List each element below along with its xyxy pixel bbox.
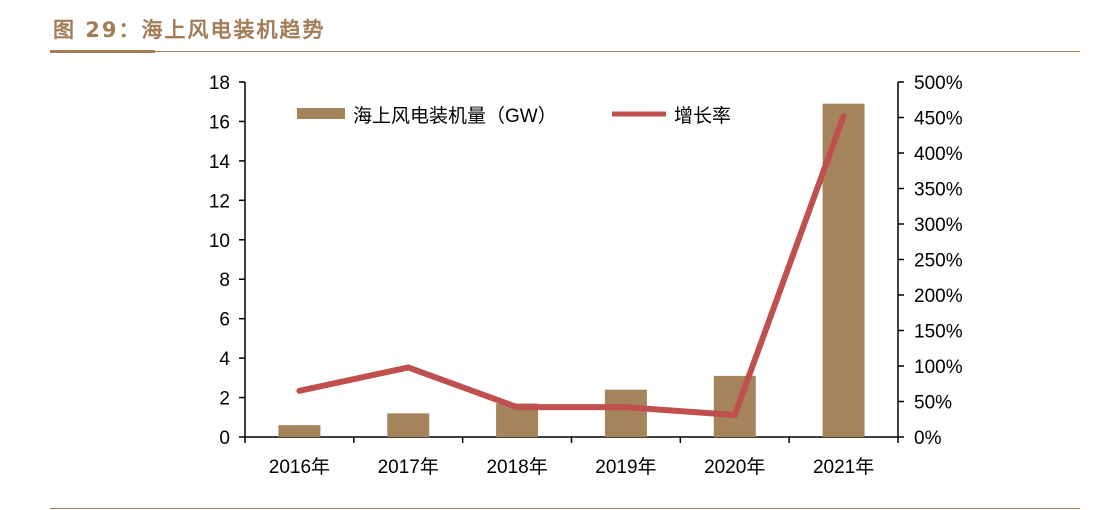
left-tick-label: 4 bbox=[219, 349, 230, 370]
right-tick-label: 100% bbox=[914, 357, 963, 378]
right-tick-label: 300% bbox=[914, 215, 963, 236]
left-tick-label: 6 bbox=[219, 310, 230, 331]
left-tick-label: 8 bbox=[219, 270, 230, 291]
title-rule-accent bbox=[50, 50, 155, 53]
left-tick-label: 0 bbox=[219, 428, 230, 449]
right-tick-label: 450% bbox=[914, 109, 963, 130]
right-tick-label: 250% bbox=[914, 251, 963, 272]
bottom-rule bbox=[50, 508, 1080, 509]
legend-line-label: 增长率 bbox=[674, 105, 731, 127]
figure-title: 图 29：海上风电装机趋势 bbox=[53, 18, 326, 42]
title-rule bbox=[50, 51, 1080, 52]
right-tick-label: 500% bbox=[914, 73, 963, 94]
bar-2017年 bbox=[387, 413, 430, 437]
bar-2019年 bbox=[604, 389, 647, 437]
right-tick-label: 350% bbox=[914, 180, 963, 201]
left-tick-label: 10 bbox=[209, 231, 230, 252]
legend-bar-label: 海上风电装机量（GW） bbox=[353, 105, 557, 127]
right-tick-label: 200% bbox=[914, 286, 963, 307]
x-tick-label: 2021年 bbox=[813, 456, 874, 478]
left-tick-label: 2 bbox=[219, 389, 230, 410]
right-tick-label: 400% bbox=[914, 144, 963, 165]
left-tick-label: 16 bbox=[209, 112, 230, 133]
right-tick-label: 50% bbox=[914, 393, 952, 414]
right-tick-label: 150% bbox=[914, 322, 963, 343]
x-tick-label: 2017年 bbox=[378, 456, 439, 478]
x-tick-label: 2019年 bbox=[595, 456, 656, 478]
x-tick-label: 2018年 bbox=[486, 456, 547, 478]
x-tick-label: 2020年 bbox=[704, 456, 765, 478]
left-tick-label: 14 bbox=[209, 152, 231, 173]
x-tick-label: 2016年 bbox=[269, 456, 330, 478]
bar-2016年 bbox=[278, 425, 321, 437]
legend-bar-swatch bbox=[297, 108, 345, 119]
right-tick-label: 0% bbox=[914, 428, 942, 449]
left-tick-label: 18 bbox=[209, 73, 230, 94]
growth-line bbox=[296, 113, 847, 418]
left-tick-label: 12 bbox=[209, 191, 230, 212]
